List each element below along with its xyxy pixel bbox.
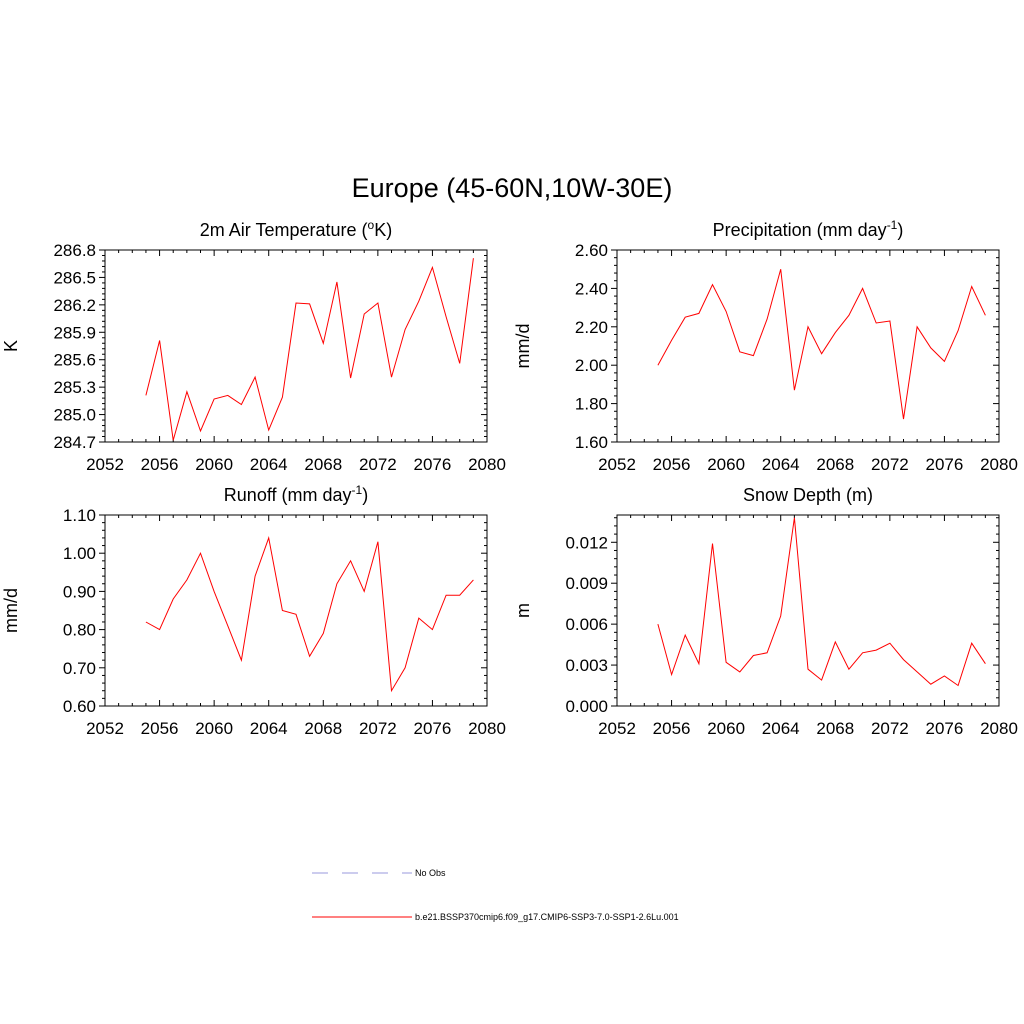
x-tick-label: 2080 — [468, 719, 506, 738]
x-tick-label: 2056 — [653, 455, 691, 474]
plot-frame — [104, 249, 488, 443]
x-tick-label: 2076 — [414, 455, 452, 474]
y-tick-label: 0.70 — [63, 659, 96, 678]
y-axis-label: mm/d — [513, 324, 533, 369]
y-tick-label: 2.40 — [575, 279, 608, 298]
y-tick-label: 1.10 — [63, 506, 96, 525]
y-tick-label: 286.5 — [53, 268, 96, 287]
y-tick-label: 2.60 — [575, 241, 608, 260]
panel-1: 2m Air Temperature (oK) K 2052 2056 2060 2064… — [1, 218, 506, 474]
panel-title: Runoff (mm day-1) — [224, 483, 368, 505]
panel-4: Snow Depth (m) m 2052 2056 2060 2064 2068 2072 2… — [513, 485, 1018, 738]
series-line — [657, 269, 986, 420]
x-tick-label: 2068 — [816, 719, 854, 738]
y-tick-label: 284.7 — [53, 433, 96, 452]
y-tick-label: 0.000 — [565, 697, 608, 716]
x-tick-label: 2080 — [980, 455, 1018, 474]
y-tick-label: 0.60 — [63, 697, 96, 716]
x-tick-label: 2056 — [653, 719, 691, 738]
y-tick-label: 286.2 — [53, 296, 96, 315]
x-tick-label: 2060 — [195, 719, 233, 738]
x-tick-label: 2060 — [195, 455, 233, 474]
panel-2: Precipitation (mm day-1) mm/d 2052 2056 2060… — [513, 218, 1018, 474]
x-tick-label: 2068 — [304, 455, 342, 474]
x-tick-label: 2076 — [926, 455, 964, 474]
panel-title: Snow Depth (m) — [743, 485, 873, 505]
plot-frame — [616, 249, 1000, 443]
y-axis-label: mm/d — [1, 588, 21, 633]
y-axis-label: m — [513, 603, 533, 618]
y-tick-label: 1.00 — [63, 544, 96, 563]
y-tick-label: 0.80 — [63, 621, 96, 640]
x-tick-label: 2064 — [250, 455, 288, 474]
x-tick-label: 2072 — [359, 719, 397, 738]
legend-model-label: b.e21.BSSP370cmip6.f09_g17.CMIP6-SSP3-7.… — [415, 912, 679, 922]
panel-title: Precipitation (mm day-1) — [713, 218, 904, 240]
y-tick-label: 286.8 — [53, 241, 96, 260]
panel-3: Runoff (mm day-1) mm/d 2052 2056 2060 2064 206… — [1, 483, 506, 738]
x-tick-label: 2080 — [468, 455, 506, 474]
y-tick-label: 0.012 — [565, 533, 608, 552]
legend-obs-label: No Obs — [415, 868, 446, 878]
x-tick-label: 2060 — [707, 455, 745, 474]
y-axis-label: K — [1, 340, 21, 352]
y-tick-label: 285.6 — [53, 351, 96, 370]
x-tick-label: 2064 — [250, 719, 288, 738]
x-tick-label: 2052 — [86, 719, 124, 738]
x-tick-label: 2064 — [762, 455, 800, 474]
y-tick-label: 285.9 — [53, 323, 96, 342]
figure-title: Europe (45-60N,10W-30E) — [352, 173, 673, 203]
y-tick-label: 2.00 — [575, 356, 608, 375]
panels: 2m Air Temperature (oK) K 2052 2056 2060 2064… — [1, 218, 1018, 738]
x-tick-label: 2064 — [762, 719, 800, 738]
x-tick-label: 2052 — [598, 719, 636, 738]
y-tick-label: 1.80 — [575, 395, 608, 414]
x-tick-label: 2060 — [707, 719, 745, 738]
y-tick-label: 1.60 — [575, 433, 608, 452]
y-tick-label: 0.90 — [63, 582, 96, 601]
y-tick-label: 0.009 — [565, 574, 608, 593]
x-tick-label: 2072 — [871, 455, 909, 474]
y-tick-label: 285.3 — [53, 378, 96, 397]
x-tick-label: 2068 — [816, 455, 854, 474]
x-tick-label: 2056 — [141, 719, 179, 738]
plot-frame — [104, 514, 488, 707]
y-tick-label: 2.20 — [575, 318, 608, 337]
x-tick-label: 2076 — [926, 719, 964, 738]
series-line — [145, 258, 474, 441]
x-tick-label: 2056 — [141, 455, 179, 474]
x-tick-label: 2052 — [86, 455, 124, 474]
x-tick-label: 2076 — [414, 719, 452, 738]
x-tick-label: 2080 — [980, 719, 1018, 738]
panel-title: 2m Air Temperature (oK) — [200, 218, 392, 240]
x-tick-label: 2072 — [359, 455, 397, 474]
series-line — [657, 517, 986, 687]
y-tick-label: 285.0 — [53, 406, 96, 425]
x-tick-label: 2052 — [598, 455, 636, 474]
series-line — [145, 535, 474, 693]
y-tick-label: 0.003 — [565, 656, 608, 675]
x-tick-label: 2072 — [871, 719, 909, 738]
legend: No Obs b.e21.BSSP370cmip6.f09_g17.CMIP6-… — [312, 868, 679, 922]
y-tick-label: 0.006 — [565, 615, 608, 634]
x-tick-label: 2068 — [304, 719, 342, 738]
